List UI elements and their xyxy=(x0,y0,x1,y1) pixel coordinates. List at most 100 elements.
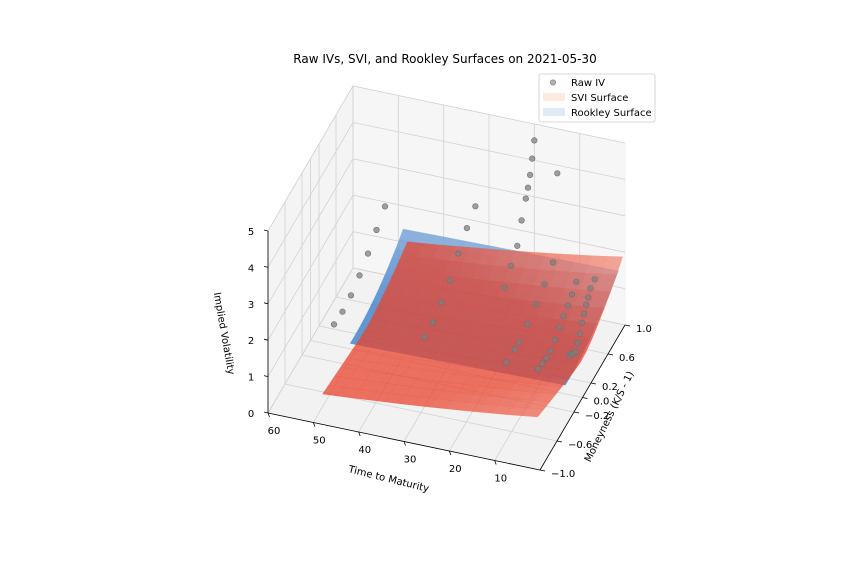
z-tick-label: 1 xyxy=(248,373,254,384)
raw-iv-point xyxy=(330,321,338,328)
x-tick-mark xyxy=(312,422,316,427)
raw-iv-point xyxy=(381,203,389,210)
z-tick-mark xyxy=(263,302,269,305)
legend-label-raw-iv: Raw IV xyxy=(571,78,605,89)
z-tick-mark xyxy=(263,266,269,268)
raw-iv-point xyxy=(556,324,563,331)
y-tick-label: 1.0 xyxy=(636,324,652,335)
z-tick-label: 2 xyxy=(248,336,254,347)
x-tick-label: 50 xyxy=(313,436,326,447)
raw-iv-point xyxy=(356,272,363,279)
raw-iv-point xyxy=(551,336,559,344)
legend-frame xyxy=(538,73,656,123)
svi-surface-patch xyxy=(493,249,516,267)
y-tick-mark xyxy=(582,397,588,399)
raw-iv-point xyxy=(522,195,529,202)
legend: Raw IV SVI Surface Rookley Surface xyxy=(538,73,656,123)
raw-iv-point xyxy=(585,294,592,301)
raw-iv-point xyxy=(472,203,479,210)
y-tick-mark xyxy=(590,382,597,385)
tick-labels: 60 50 40 30 20 10 −1.0 −0.6 −0.2 0.0 0.2 0.6 1.0 0 1 2 3… xyxy=(248,227,652,485)
raw-iv-point xyxy=(518,217,525,224)
raw-iv-point xyxy=(576,330,583,337)
y-tick-mark xyxy=(556,440,563,443)
raw-iv-point xyxy=(511,346,518,353)
raw-iv-point xyxy=(446,277,454,284)
chart-title: Raw IVs, SVI, and Rookley Surfaces on 20… xyxy=(293,52,596,66)
svi-surface-patch xyxy=(601,256,623,275)
legend-label-svi: SVI Surface xyxy=(571,93,628,104)
x-tick-label: 20 xyxy=(449,464,462,475)
raw-iv-point xyxy=(514,242,521,249)
raw-iv-point xyxy=(568,291,576,298)
raw-iv-point xyxy=(339,308,346,315)
z-tick-mark xyxy=(263,229,269,232)
raw-iv-point xyxy=(438,299,445,306)
raw-iv-point xyxy=(543,355,550,362)
raw-iv-point xyxy=(583,301,590,308)
y-tick-label: −0.6 xyxy=(568,440,592,451)
raw-iv-point xyxy=(539,360,546,367)
z-tick-label: 4 xyxy=(248,263,254,274)
raw-iv-point xyxy=(564,302,571,309)
y-tick-label: −1.0 xyxy=(551,469,575,480)
raw-iv-point xyxy=(421,333,428,341)
gridline-z xyxy=(267,85,626,232)
x-tick-label: 60 xyxy=(268,426,281,437)
raw-iv-point xyxy=(455,250,462,257)
y-tick-label: 0.6 xyxy=(619,353,635,364)
legend-label-rookley: Rookley Surface xyxy=(571,108,652,119)
raw-iv-point xyxy=(507,262,515,269)
legend-swatch-rookley xyxy=(543,108,565,116)
x-tick-label: 40 xyxy=(358,445,371,456)
z-tick-mark xyxy=(263,338,269,341)
svi-surface-patch xyxy=(462,247,485,265)
raw-iv-point xyxy=(573,278,580,285)
legend-marker-raw-iv xyxy=(549,79,557,86)
raw-iv-point xyxy=(534,365,542,373)
x-tick-label: 30 xyxy=(404,455,417,466)
raw-iv-point xyxy=(554,170,561,177)
raw-iv-point xyxy=(560,313,567,320)
raw-iv-point xyxy=(572,348,579,356)
x-tick-mark xyxy=(403,441,406,446)
z-tick-label: 5 xyxy=(248,227,254,238)
x-tick-label: 10 xyxy=(494,474,507,485)
y-tick-mark xyxy=(573,411,580,414)
z-tick-mark xyxy=(263,375,269,377)
raw-iv-point xyxy=(591,276,598,283)
z-tick-label: 3 xyxy=(248,300,254,311)
svi-surface-patch xyxy=(508,250,531,269)
gridline-z xyxy=(267,158,626,305)
raw-iv-point xyxy=(578,319,586,327)
gridline-z xyxy=(267,194,626,341)
raw-iv-point xyxy=(347,292,355,299)
raw-iv-point xyxy=(364,250,372,257)
raw-iv-point xyxy=(541,281,548,288)
raw-iv-point xyxy=(515,339,523,346)
raw-iv-point xyxy=(524,321,531,328)
raw-iv-point xyxy=(524,184,532,191)
legend-swatch-svi xyxy=(543,93,565,101)
raw-iv-point xyxy=(429,319,437,326)
surfaces xyxy=(322,228,623,418)
y-tick-label: −0.2 xyxy=(585,411,609,422)
y-tick-mark xyxy=(624,324,631,327)
z-tick-mark xyxy=(263,411,269,414)
raw-iv-point xyxy=(549,259,557,266)
raw-iv-points xyxy=(330,137,598,373)
y-tick-mark xyxy=(607,353,614,356)
raw-iv-point xyxy=(503,359,510,366)
rookley-surface-patch xyxy=(399,228,419,243)
raw-iv-point xyxy=(529,155,536,162)
y-tick-label: 0.2 xyxy=(602,382,618,393)
raw-iv-point xyxy=(587,285,594,292)
raw-iv-point xyxy=(574,339,581,347)
raw-iv-point xyxy=(463,225,471,232)
y-tick-mark xyxy=(539,469,546,472)
x-axis-label: Time to Maturity xyxy=(346,464,430,495)
x-tick-mark xyxy=(448,450,452,456)
x-tick-mark xyxy=(358,431,361,437)
z-axis-label: Implied Volatility xyxy=(211,292,236,376)
